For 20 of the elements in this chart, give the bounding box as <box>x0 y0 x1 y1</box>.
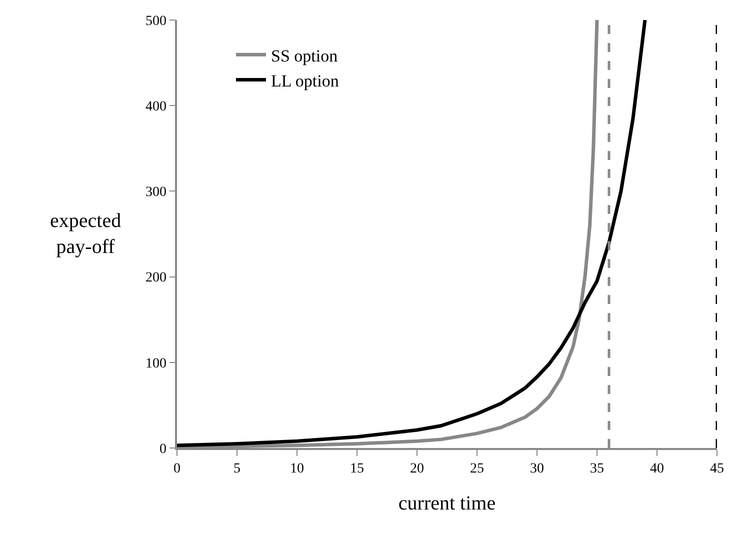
x-tick-label: 5 <box>234 462 240 477</box>
x-tick-label: 35 <box>590 462 604 477</box>
y-tick-label: 400 <box>145 100 166 114</box>
x-tick-label: 25 <box>470 462 484 477</box>
y-tick-label: 200 <box>145 270 166 286</box>
x-tick-label: 10 <box>290 462 304 477</box>
x-tick-label: 45 <box>710 462 724 477</box>
x-tick-label: 30 <box>530 462 544 477</box>
y-axis-title: expected pay-off <box>50 210 122 258</box>
x-tick-label: 40 <box>650 462 664 477</box>
y-tick-label: 500 <box>145 14 166 29</box>
y-tick-label: 0 <box>159 442 166 457</box>
x-tick-label: 20 <box>410 462 424 477</box>
y-tick-label: 300 <box>145 185 166 200</box>
x-tick-label: 0 <box>174 462 180 477</box>
y-tick-label: 100 <box>145 356 166 372</box>
legend-label: SS option <box>271 46 338 66</box>
x-tick-label: 15 <box>350 462 364 477</box>
legend-label: LL option <box>271 71 340 90</box>
x-axis-title: current time <box>398 492 496 515</box>
